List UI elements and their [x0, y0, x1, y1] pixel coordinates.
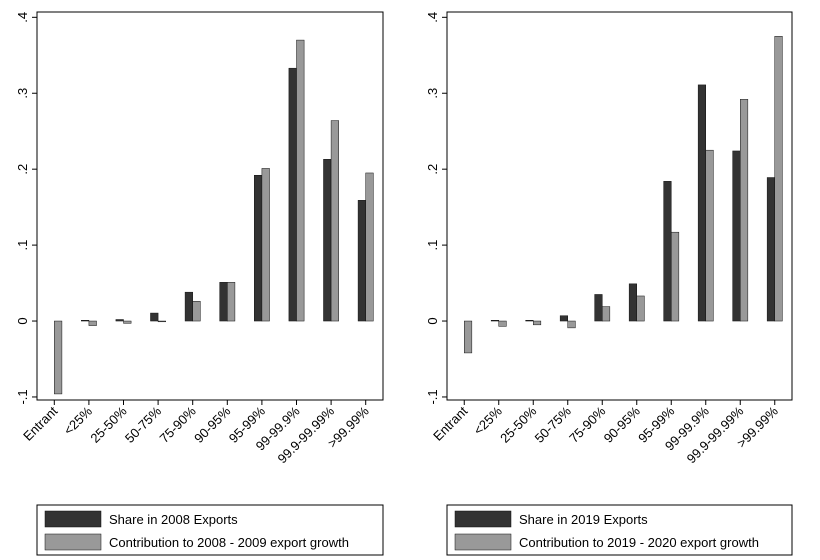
y-tick-label: -.1: [425, 389, 440, 404]
bar: [115, 319, 124, 322]
bar: [323, 159, 332, 322]
bar: [663, 181, 672, 322]
bar: [490, 320, 500, 322]
bar: [559, 315, 568, 322]
bar: [227, 282, 236, 322]
bar: [261, 168, 270, 322]
bar: [184, 291, 193, 322]
bar: [567, 320, 576, 329]
y-tick-label: .4: [15, 12, 30, 23]
bar: [357, 200, 366, 322]
legend-label: Share in 2008 Exports: [109, 512, 238, 527]
legend-label: Contribution to 2019 - 2020 export growt…: [519, 535, 759, 550]
x-tick-label: 75-90%: [157, 403, 200, 446]
bar: [192, 301, 201, 322]
y-tick-label: .1: [425, 240, 440, 251]
x-tick-label: 25-50%: [497, 403, 540, 446]
bar: [157, 320, 166, 323]
y-tick-label: 0: [15, 317, 30, 324]
bar: [288, 67, 297, 322]
y-tick-label: 0: [425, 317, 440, 324]
legend-swatch: [44, 510, 102, 528]
legend: Share in 2019 Exports Contribution to 201…: [454, 510, 759, 551]
bar: [150, 312, 159, 322]
x-tick-label: 90-95%: [601, 403, 644, 446]
bar: [365, 172, 374, 322]
legend: Share in 2008 Exports Contribution to 200…: [44, 510, 349, 551]
bar: [705, 149, 714, 322]
legend-swatch: [454, 510, 512, 528]
bar: [602, 306, 611, 322]
bar: [628, 283, 637, 322]
bar: [697, 84, 706, 322]
y-tick-label: .3: [15, 88, 30, 99]
y-tick-label: .1: [15, 240, 30, 251]
x-tick-label: Entrant: [20, 403, 61, 444]
bar: [498, 320, 507, 327]
x-tick-label: 75-90%: [566, 403, 609, 446]
y-tick-label: .4: [425, 12, 440, 23]
bar: [219, 282, 228, 322]
x-tick-label: 25-50%: [87, 403, 130, 446]
bar: [464, 320, 473, 354]
bar: [636, 295, 645, 322]
y-tick-label: .3: [425, 88, 440, 99]
bar: [123, 320, 132, 324]
legend-label: Contribution to 2008 - 2009 export growt…: [109, 535, 349, 550]
y-tick-label: -.1: [15, 389, 30, 404]
x-tick-label: 90-95%: [191, 403, 234, 446]
bar: [766, 177, 775, 322]
bar: [732, 150, 741, 322]
bar: [330, 120, 339, 322]
bar: [88, 320, 97, 326]
bar: [671, 231, 680, 322]
bar: [54, 320, 63, 395]
x-tick-label: 50-75%: [532, 403, 575, 446]
x-tick-label: Entrant: [430, 403, 471, 444]
legend-swatch: [44, 533, 102, 551]
bar: [774, 36, 783, 322]
bar: [594, 294, 603, 322]
bar: [254, 174, 263, 322]
bar: [296, 39, 305, 322]
y-tick-label: .2: [15, 164, 30, 175]
legend-swatch: [454, 533, 512, 551]
bar: [533, 320, 542, 326]
legend-label: Share in 2019 Exports: [519, 512, 648, 527]
bar: [81, 320, 90, 322]
bar: [525, 320, 534, 322]
bar: [740, 99, 749, 322]
y-tick-label: .2: [425, 164, 440, 175]
x-tick-label: 50-75%: [122, 403, 165, 446]
